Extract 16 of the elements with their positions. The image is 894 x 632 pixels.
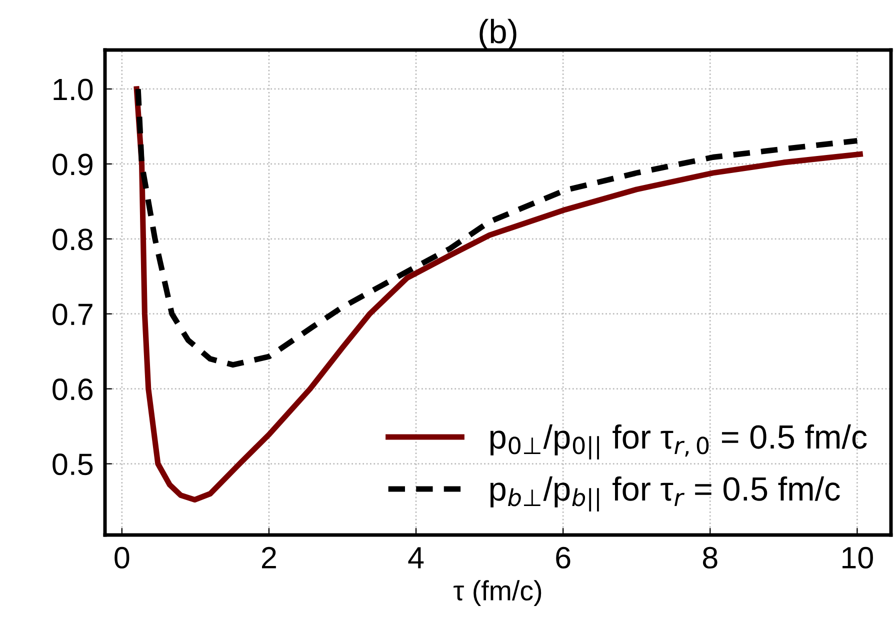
legend-label: p$_{0⊥}$/p$_{0||}$ for τ$_{r,0}$ = 0.5 fm/c: [490, 424, 867, 460]
x-axis-title: τ (fm/c): [454, 580, 542, 606]
y-tick-label: 0.5: [52, 454, 93, 476]
chart-title: (b): [480, 18, 516, 50]
x-tick-label: 0: [114, 546, 130, 569]
y-tick-label: 0.9: [52, 154, 92, 176]
y-tick-label: 0.6: [52, 378, 93, 400]
x-tick-label: 10: [842, 546, 873, 569]
x-tick-label: 2: [262, 546, 276, 568]
legend-label: p$_{b⊥}$/p$_{b||}$ for τ$_{r}$ = 0.5 fm/c: [490, 476, 840, 512]
x-tick-label: 6: [556, 546, 570, 569]
y-tick-label: 0.7: [52, 304, 92, 326]
x-tick-label: 4: [408, 547, 424, 568]
y-tick-label: 0.8: [52, 228, 93, 250]
x-tick-label: 8: [702, 546, 718, 569]
y-tick-label: 1.0: [54, 78, 93, 100]
